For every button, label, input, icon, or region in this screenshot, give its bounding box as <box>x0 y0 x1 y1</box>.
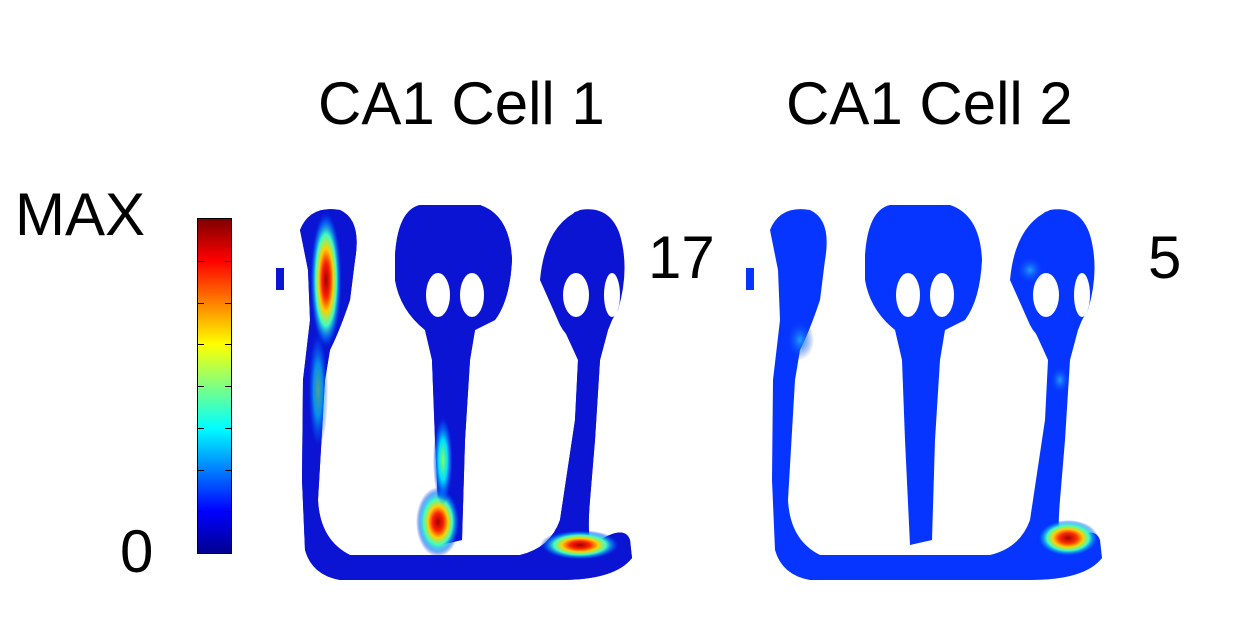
peak-rate-cell-1: 17 <box>648 224 715 291</box>
colorbar-tick <box>198 344 204 346</box>
place-field-map-cell-2 <box>746 205 1102 580</box>
colorbar-tick <box>198 469 204 471</box>
colorbar-tick <box>225 427 231 429</box>
colorbar-tick <box>198 386 204 387</box>
colorbar-tick <box>198 427 204 429</box>
colorbar-tick <box>198 260 204 262</box>
colorbar-tick <box>198 511 204 513</box>
colorbar <box>197 218 232 554</box>
peak-rate-cell-2: 5 <box>1148 224 1182 291</box>
colorbar-tick <box>225 302 231 304</box>
colorbar-tick <box>225 260 231 262</box>
colorbar-tick <box>198 302 204 304</box>
title-cell-2: CA1 Cell 2 <box>786 70 1073 137</box>
colorbar-max-label: MAX <box>15 181 146 248</box>
colorbar-tick <box>225 344 231 346</box>
colorbar-tick <box>225 386 231 387</box>
colorbar-min-label: 0 <box>120 518 154 585</box>
colorbar-tick <box>225 511 231 513</box>
colorbar-tick <box>225 469 231 471</box>
title-cell-1: CA1 Cell 1 <box>318 70 605 137</box>
